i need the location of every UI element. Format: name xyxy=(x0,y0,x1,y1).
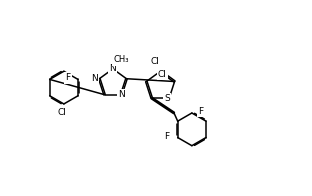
Text: Cl: Cl xyxy=(158,70,167,79)
Text: CH₃: CH₃ xyxy=(114,55,129,64)
Text: F: F xyxy=(66,74,71,83)
Text: F: F xyxy=(164,132,169,142)
Text: F: F xyxy=(198,107,203,116)
Text: S: S xyxy=(164,94,170,103)
Text: N: N xyxy=(118,90,125,99)
Text: Cl: Cl xyxy=(151,57,159,66)
Text: N: N xyxy=(110,64,116,73)
Text: Cl: Cl xyxy=(58,108,67,117)
Text: N: N xyxy=(91,74,98,83)
